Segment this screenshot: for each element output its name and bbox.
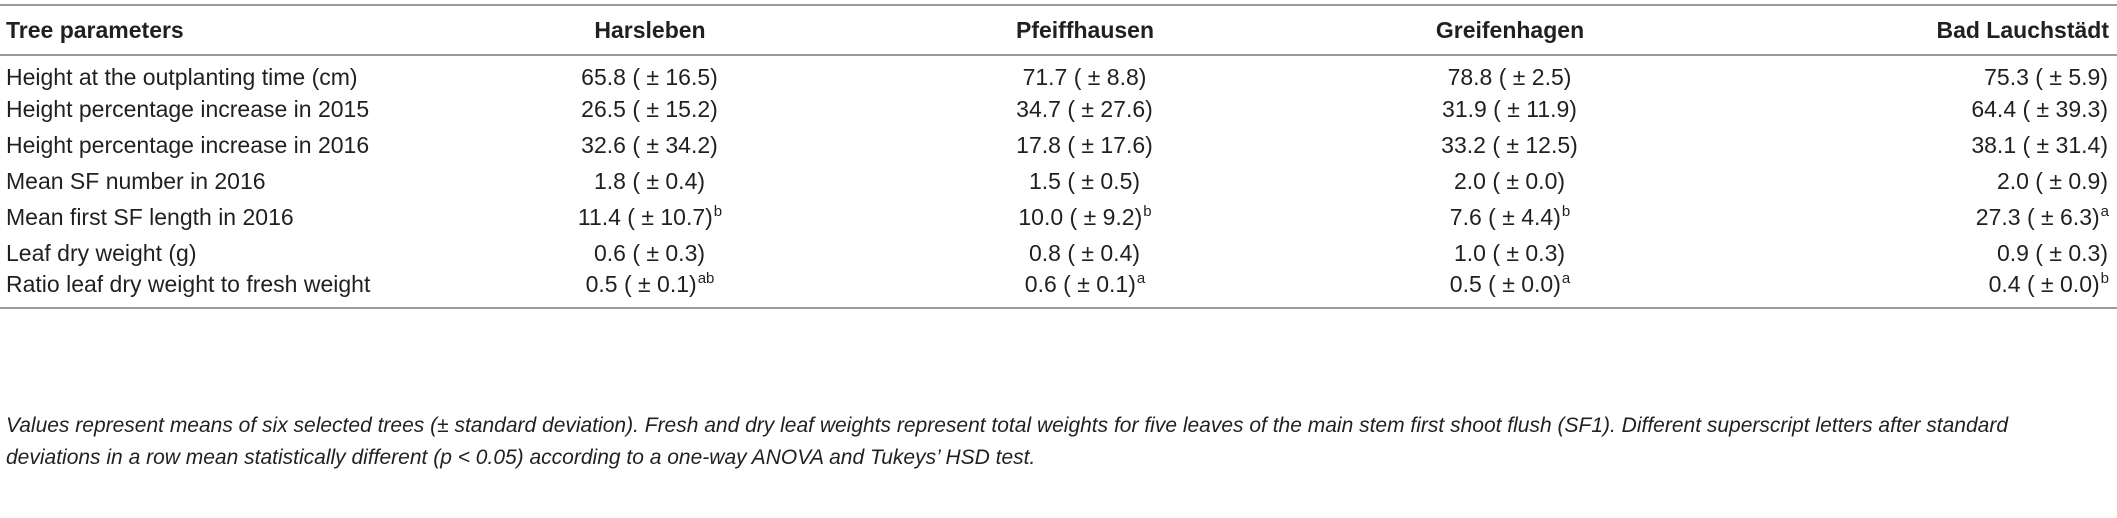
cell-bad-lauchstaedt: 64.4 ( ± 39.3): [1971, 95, 2108, 122]
header-harsleben: Harsleben: [594, 16, 706, 43]
table-row: Height percentage increase in 2015 26.5 …: [0, 91, 2117, 127]
cell-pfeiffhausen: 0.6 ( ± 0.1)a: [1024, 270, 1146, 297]
cell-pfeiffhausen: 10.0 ( ± 9.2)b: [1018, 202, 1152, 230]
cell-pfeiffhausen: 1.5 ( ± 0.5): [1028, 167, 1141, 194]
row-label: Height percentage increase in 2016: [6, 131, 370, 158]
cell-harsleben: 0.5 ( ± 0.1)ab: [585, 270, 715, 297]
cell-bad-lauchstaedt: 0.9 ( ± 0.3): [1996, 239, 2108, 266]
header-row: Tree parameters Harsleben Pfeiffhausen G…: [0, 5, 2117, 55]
row-label: Ratio leaf dry weight to fresh weight: [6, 271, 371, 297]
header-bad-lauchstaedt: Bad Lauchstädt: [1936, 16, 2109, 43]
cell-pfeiffhausen: 34.7 ( ± 27.6): [1016, 95, 1153, 122]
table-row: Ratio leaf dry weight to fresh weight 0.…: [0, 270, 2117, 308]
row-label: Height at the outplanting time (cm): [6, 64, 358, 90]
cell-bad-lauchstaedt: 27.3 ( ± 6.3)a: [1975, 202, 2109, 230]
table-row: Mean first SF length in 2016 11.4 ( ± 10…: [0, 199, 2117, 235]
cell-pfeiffhausen: 71.7 ( ± 8.8): [1022, 64, 1147, 90]
cell-greifenhagen: 31.9 ( ± 11.9): [1442, 95, 1577, 122]
cell-pfeiffhausen: 17.8 ( ± 17.6): [1016, 131, 1153, 158]
cell-greifenhagen: 78.8 ( ± 2.5): [1447, 64, 1572, 90]
header-greifenhagen: Greifenhagen: [1435, 16, 1585, 43]
row-label: Height percentage increase in 2015: [6, 95, 370, 122]
row-label: Mean SF number in 2016: [6, 167, 266, 194]
data-table: Tree parameters Harsleben Pfeiffhausen G…: [0, 4, 2117, 309]
cell-harsleben: 1.8 ( ± 0.4): [593, 167, 706, 194]
table-body: Height at the outplanting time (cm) 65.8…: [0, 55, 2117, 308]
row-label: Mean first SF length in 2016: [6, 203, 294, 230]
table-row: Height percentage increase in 2016 32.6 …: [0, 127, 2117, 163]
cell-harsleben: 32.6 ( ± 34.2): [581, 131, 718, 158]
header-pfeiffhausen: Pfeiffhausen: [1015, 16, 1155, 43]
table-row: Mean SF number in 2016 1.8 ( ± 0.4) 1.5 …: [0, 163, 2117, 199]
table-header: Tree parameters Harsleben Pfeiffhausen G…: [0, 5, 2117, 55]
cell-harsleben: 11.4 ( ± 10.7)b: [577, 202, 723, 230]
cell-harsleben: 26.5 ( ± 15.2): [581, 95, 718, 122]
table-row: Leaf dry weight (g) 0.6 ( ± 0.3) 0.8 ( ±…: [0, 235, 2117, 271]
table-row: Height at the outplanting time (cm) 65.8…: [0, 55, 2117, 91]
cell-bad-lauchstaedt: 2.0 ( ± 0.9): [1996, 167, 2108, 194]
cell-bad-lauchstaedt: 75.3 ( ± 5.9): [1984, 64, 2108, 90]
cell-greifenhagen: 1.0 ( ± 0.3): [1453, 239, 1566, 266]
cell-bad-lauchstaedt: 38.1 ( ± 31.4): [1971, 131, 2108, 158]
row-label: Leaf dry weight (g): [6, 239, 197, 266]
cell-pfeiffhausen: 0.8 ( ± 0.4): [1028, 239, 1141, 266]
table-footnote: Values represent means of six selected t…: [6, 414, 2009, 469]
header-tree-parameters: Tree parameters: [6, 16, 184, 43]
cell-greifenhagen: 0.5 ( ± 0.0)a: [1449, 270, 1571, 297]
cell-greifenhagen: 7.6 ( ± 4.4)b: [1449, 202, 1571, 230]
cell-harsleben: 65.8 ( ± 16.5): [581, 64, 718, 90]
cell-greifenhagen: 33.2 ( ± 12.5): [1441, 131, 1578, 158]
cell-greifenhagen: 2.0 ( ± 0.0): [1453, 167, 1566, 194]
cell-harsleben: 0.6 ( ± 0.3): [593, 239, 706, 266]
cell-bad-lauchstaedt: 0.4 ( ± 0.0)b: [1988, 270, 2109, 297]
